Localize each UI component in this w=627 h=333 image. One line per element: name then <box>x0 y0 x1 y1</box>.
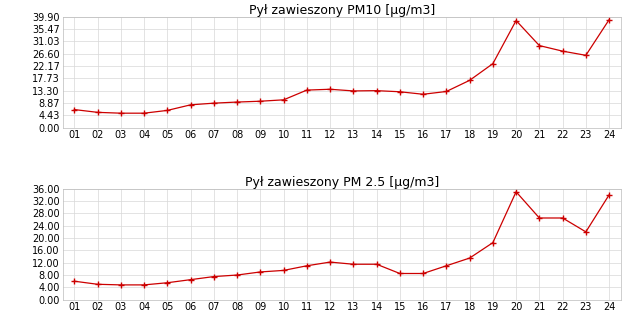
Title: Pył zawieszony PM10 [µg/m3]: Pył zawieszony PM10 [µg/m3] <box>248 4 435 17</box>
Title: Pył zawieszony PM 2.5 [µg/m3]: Pył zawieszony PM 2.5 [µg/m3] <box>245 176 439 189</box>
